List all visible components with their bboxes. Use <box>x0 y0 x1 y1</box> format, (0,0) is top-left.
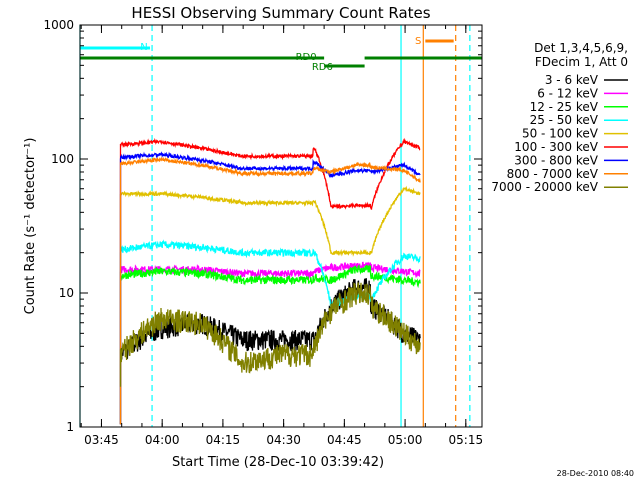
x-tick-label: 03:45 <box>84 433 119 447</box>
legend-label: 3 - 6 keV <box>545 73 599 87</box>
annotation-label: RD6 <box>312 62 333 73</box>
x-tick-label: 04:15 <box>206 433 241 447</box>
series-line <box>119 261 421 425</box>
series-line <box>119 185 421 425</box>
legend-title-line-2: FDecim 1, Att 0 <box>535 55 628 69</box>
timestamp: 28-Dec-2010 08:40 <box>557 469 634 478</box>
x-axis-label: Start Time (28-Dec-10 03:39:42) <box>172 455 384 470</box>
legend-label: 50 - 100 keV <box>522 127 599 141</box>
x-tick-label: 04:00 <box>145 433 180 447</box>
y-tick-label: 1 <box>66 420 74 434</box>
chart-title: HESSI Observing Summary Count Rates <box>131 4 430 22</box>
x-tick-label: 04:45 <box>327 433 362 447</box>
legend-label: 100 - 300 keV <box>514 140 598 154</box>
plot-frame <box>79 24 483 428</box>
series-layer <box>119 137 421 425</box>
y-tick-label: 10 <box>59 286 74 300</box>
series-line <box>119 282 421 387</box>
x-tick-label: 05:00 <box>388 433 423 447</box>
legend-title-line-1: Det 1,3,4,5,6,9, <box>534 41 628 55</box>
series-line <box>119 137 421 425</box>
series-line <box>119 278 421 387</box>
series-line <box>119 156 421 425</box>
series-line <box>119 263 421 425</box>
y-axis-label: Count Rate (s⁻¹ detector⁻¹) <box>23 138 38 315</box>
y-tick-label: 1000 <box>43 18 74 32</box>
x-tick-label: 04:30 <box>266 433 301 447</box>
annotation-label: S <box>415 36 421 47</box>
legend-label: 6 - 12 keV <box>537 86 599 100</box>
annotation-label: RD0 <box>296 52 317 63</box>
legend-label: 25 - 50 keV <box>530 113 599 127</box>
legend-label: 800 - 7000 keV <box>507 167 599 181</box>
axes-layer: 1 10 100 1000 03:45 04:00 04:15 04:30 04:45 05:00… <box>43 18 483 447</box>
series-line <box>119 151 421 425</box>
legend-label: 12 - 25 keV <box>530 100 599 114</box>
x-tick-label: 05:15 <box>449 433 484 447</box>
y-tick-label: 100 <box>51 152 74 166</box>
legend-label: 7000 - 20000 keV <box>491 180 598 194</box>
annotation-label: N <box>140 42 147 53</box>
legend-label: 300 - 800 keV <box>514 153 598 167</box>
